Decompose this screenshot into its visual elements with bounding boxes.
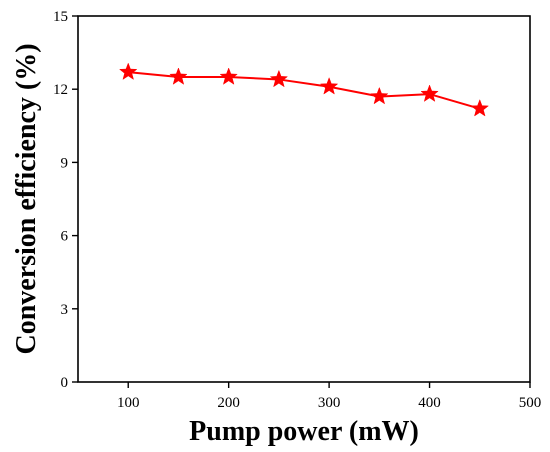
data-point-star (370, 86, 389, 105)
plot-frame (77, 15, 531, 383)
data-point-star (118, 62, 138, 80)
y-tick-label: 9 (61, 155, 69, 171)
data-point-star (470, 99, 490, 117)
y-tick-label: 6 (61, 229, 69, 245)
y-tick-label: 3 (61, 302, 69, 318)
data-point-star (319, 77, 339, 95)
y-tick-label: 15 (53, 9, 68, 25)
y-tick-label: 12 (53, 82, 68, 98)
y-tick-label: 0 (61, 375, 69, 391)
axes (77, 15, 531, 383)
x-tick-label: 200 (217, 395, 240, 411)
x-axis-label: Pump power (mW) (189, 416, 419, 447)
data-point-star (169, 67, 188, 85)
x-tick-label: 100 (117, 395, 140, 411)
y-axis-label: Conversion efficiency (%) (11, 43, 42, 354)
ticks: 100 200 300 400 500 0 3 6 9 12 15 (53, 9, 541, 411)
x-tick-label: 300 (318, 395, 341, 411)
series-line (128, 71, 481, 110)
x-tick-label: 500 (519, 395, 542, 411)
series-group (118, 62, 490, 117)
x-tick-label: 400 (418, 395, 441, 411)
data-point-star (420, 84, 439, 102)
data-point-star (269, 69, 289, 88)
data-point-star (219, 67, 238, 85)
